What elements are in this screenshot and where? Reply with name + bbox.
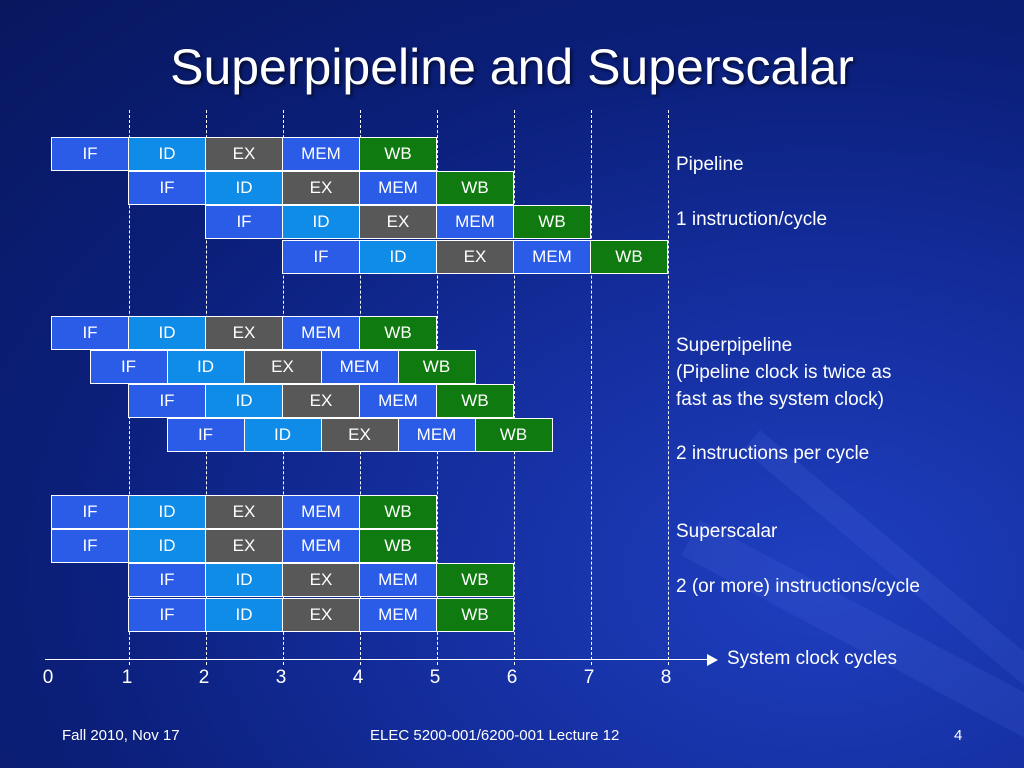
footer-course: ELEC 5200-001/6200-001 Lecture 12 <box>370 727 620 744</box>
tick-label: 3 <box>275 667 287 688</box>
stage-ex-box: EX <box>282 563 360 597</box>
stage-if-box: IF <box>205 205 283 239</box>
stage-mem-box: MEM <box>513 240 591 274</box>
stage-wb-box: WB <box>436 598 514 632</box>
stage-ex-box: EX <box>282 171 360 205</box>
stage-id-box: ID <box>205 171 283 205</box>
stage-if-box: IF <box>128 384 206 418</box>
stage-ex-box: EX <box>320 418 399 452</box>
superscalar-rate: 2 (or more) instructions/cycle <box>676 576 920 597</box>
stage-ex-box: EX <box>282 384 360 418</box>
stage-if-box: IF <box>89 350 168 384</box>
time-axis-line <box>45 659 708 660</box>
stage-mem-box: MEM <box>282 529 360 563</box>
stage-mem-box: MEM <box>397 418 476 452</box>
slide-title: Superpipeline and Superscalar <box>170 39 854 95</box>
stage-mem-box: MEM <box>359 171 437 205</box>
stage-mem-box: MEM <box>359 563 437 597</box>
superpipeline-note-line1: (Pipeline clock is twice as <box>676 362 892 383</box>
superscalar-label: Superscalar <box>676 521 778 542</box>
stage-wb-box: WB <box>359 495 437 529</box>
tick-label: 8 <box>660 667 672 688</box>
stage-id-box: ID <box>128 316 206 350</box>
stage-id-box: ID <box>359 240 437 274</box>
stage-mem-box: MEM <box>320 350 399 384</box>
tick-label: 4 <box>352 667 364 688</box>
cycle-gridline <box>514 110 515 665</box>
stage-wb-box: WB <box>513 205 591 239</box>
superpipeline-label: Superpipeline <box>676 335 793 356</box>
stage-wb-box: WB <box>359 316 437 350</box>
stage-mem-box: MEM <box>282 137 360 171</box>
tick-label: 7 <box>583 667 595 688</box>
stage-id-box: ID <box>205 598 283 632</box>
stage-ex-box: EX <box>243 350 322 384</box>
stage-ex-box: EX <box>359 205 437 239</box>
superpipeline-rate: 2 instructions per cycle <box>676 443 870 464</box>
stage-if-box: IF <box>51 316 129 350</box>
stage-if-box: IF <box>128 171 206 205</box>
footer-date: Fall 2010, Nov 17 <box>62 727 180 744</box>
stage-ex-box: EX <box>205 495 283 529</box>
stage-wb-box: WB <box>590 240 668 274</box>
stage-mem-box: MEM <box>282 316 360 350</box>
time-axis-label: System clock cycles <box>727 648 897 669</box>
tick-label: 5 <box>429 667 441 688</box>
stage-id-box: ID <box>243 418 322 452</box>
stage-if-box: IF <box>51 529 129 563</box>
superpipeline-note-line2: fast as the system clock) <box>676 389 885 410</box>
stage-if-box: IF <box>51 495 129 529</box>
stage-ex-box: EX <box>205 316 283 350</box>
tick-label: 6 <box>506 667 518 688</box>
stage-ex-box: EX <box>205 529 283 563</box>
stage-ex-box: EX <box>436 240 514 274</box>
cycle-gridline <box>668 110 669 665</box>
stage-mem-box: MEM <box>359 384 437 418</box>
stage-if-box: IF <box>166 418 245 452</box>
stage-wb-box: WB <box>359 137 437 171</box>
stage-wb-box: WB <box>359 529 437 563</box>
stage-id-box: ID <box>282 205 360 239</box>
tick-label: 1 <box>121 667 133 688</box>
tick-label: 2 <box>198 667 210 688</box>
stage-if-box: IF <box>282 240 360 274</box>
cycle-gridline <box>591 110 592 665</box>
stage-id-box: ID <box>128 529 206 563</box>
stage-id-box: ID <box>166 350 245 384</box>
stage-wb-box: WB <box>436 563 514 597</box>
pipeline-rate: 1 instruction/cycle <box>676 209 828 230</box>
stage-wb-box: WB <box>397 350 476 384</box>
stage-id-box: ID <box>128 137 206 171</box>
stage-ex-box: EX <box>205 137 283 171</box>
stage-id-box: ID <box>205 563 283 597</box>
pipeline-label: Pipeline <box>676 154 744 175</box>
stage-id-box: ID <box>128 495 206 529</box>
stage-wb-box: WB <box>436 171 514 205</box>
tick-label: 0 <box>42 667 54 688</box>
stage-if-box: IF <box>51 137 129 171</box>
stage-mem-box: MEM <box>436 205 514 239</box>
stage-wb-box: WB <box>474 418 553 452</box>
footer-slide-number: 4 <box>954 727 963 744</box>
stage-if-box: IF <box>128 598 206 632</box>
stage-wb-box: WB <box>436 384 514 418</box>
stage-mem-box: MEM <box>282 495 360 529</box>
stage-id-box: ID <box>205 384 283 418</box>
stage-ex-box: EX <box>282 598 360 632</box>
stage-mem-box: MEM <box>359 598 437 632</box>
stage-if-box: IF <box>128 563 206 597</box>
time-axis-arrow-icon <box>707 654 718 666</box>
